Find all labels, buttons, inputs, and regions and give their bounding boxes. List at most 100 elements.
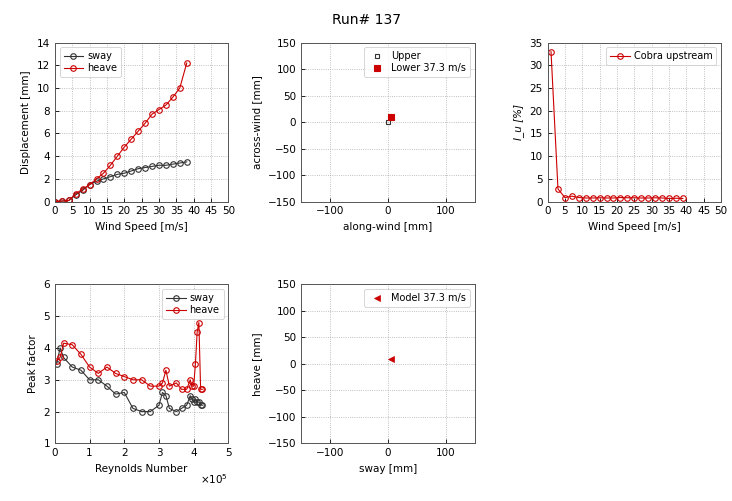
Cobra upstream (637, 195, 646, 201)
sway (190, 399, 198, 405)
sway (158, 389, 167, 395)
heave (134, 128, 143, 134)
sway (182, 402, 191, 408)
heave (57, 198, 66, 204)
sway (187, 396, 196, 402)
sway (193, 399, 201, 405)
heave (56, 355, 64, 361)
sway (162, 393, 171, 399)
heave (68, 342, 77, 348)
Y-axis label: heave [mm]: heave [mm] (253, 332, 262, 396)
Cobra upstream (623, 195, 632, 201)
sway (196, 402, 205, 408)
heave (92, 176, 101, 182)
Cobra upstream (609, 195, 618, 201)
sway (134, 166, 143, 172)
sway (141, 164, 149, 170)
sway (77, 367, 86, 373)
Legend: sway, heave: sway, heave (60, 48, 121, 77)
sway (52, 361, 61, 367)
heave (154, 107, 163, 113)
heave (198, 386, 206, 392)
heave (148, 111, 157, 117)
sway (168, 161, 177, 167)
sway (57, 198, 66, 204)
heave (137, 377, 146, 383)
Line: heave: heave (54, 320, 205, 392)
X-axis label: along-wind [mm]: along-wind [mm] (343, 222, 433, 232)
heave (176, 85, 184, 91)
sway (172, 409, 181, 415)
heave (172, 380, 181, 386)
sway (154, 402, 163, 408)
heave (102, 364, 111, 370)
heave (191, 361, 200, 367)
X-axis label: Reynolds Number: Reynolds Number (95, 464, 188, 474)
X-axis label: Wind Speed [m/s]: Wind Speed [m/s] (588, 222, 681, 232)
heave (162, 367, 171, 373)
sway (120, 389, 129, 395)
Y-axis label: Peak factor: Peak factor (28, 335, 38, 393)
heave (141, 120, 149, 126)
Line: heave: heave (52, 60, 190, 204)
Cobra upstream (616, 194, 625, 200)
sway (165, 405, 173, 411)
sway (186, 393, 195, 399)
Cobra upstream (581, 195, 590, 201)
heave (120, 374, 129, 380)
Legend: Upper, Lower 37.3 m/s: Upper, Lower 37.3 m/s (364, 48, 470, 77)
sway (191, 396, 200, 402)
heave (94, 370, 102, 376)
heave (106, 162, 115, 168)
Cobra upstream (671, 195, 680, 201)
Y-axis label: I_u [%]: I_u [%] (513, 104, 524, 140)
Cobra upstream (602, 195, 611, 201)
Line: sway: sway (52, 159, 190, 204)
Text: $\times 10^5$: $\times 10^5$ (201, 472, 228, 486)
sway (106, 174, 115, 180)
Cobra upstream (567, 193, 576, 199)
sway (148, 163, 157, 169)
Cobra upstream (553, 186, 562, 192)
heave (182, 386, 191, 392)
heave (64, 197, 73, 203)
Cobra upstream (595, 195, 604, 201)
sway (102, 383, 111, 389)
Cobra upstream (561, 194, 569, 200)
sway (78, 187, 87, 193)
sway (137, 409, 146, 415)
heave (99, 170, 108, 176)
heave (168, 94, 177, 100)
sway (99, 176, 108, 182)
Cobra upstream (651, 195, 660, 201)
heave (158, 380, 167, 386)
X-axis label: sway [mm]: sway [mm] (359, 464, 417, 474)
Cobra upstream (643, 195, 652, 201)
heave (129, 377, 138, 383)
sway (51, 198, 59, 204)
sway (94, 377, 102, 383)
sway (120, 170, 129, 176)
heave (71, 191, 80, 197)
heave (113, 153, 122, 159)
heave (186, 377, 195, 383)
Legend: Cobra upstream: Cobra upstream (606, 48, 716, 65)
heave (165, 383, 173, 389)
heave (190, 383, 198, 389)
Cobra upstream (657, 195, 666, 201)
heave (127, 136, 135, 142)
Legend: sway, heave: sway, heave (163, 289, 223, 319)
heave (77, 351, 86, 357)
heave (187, 383, 196, 389)
heave (85, 364, 94, 370)
sway (56, 345, 64, 351)
sway (176, 160, 184, 166)
heave (146, 383, 154, 389)
Cobra upstream (575, 194, 583, 200)
sway (92, 178, 101, 184)
heave (59, 340, 68, 346)
sway (195, 399, 203, 405)
sway (146, 409, 154, 415)
heave (51, 198, 59, 204)
sway (68, 364, 77, 370)
